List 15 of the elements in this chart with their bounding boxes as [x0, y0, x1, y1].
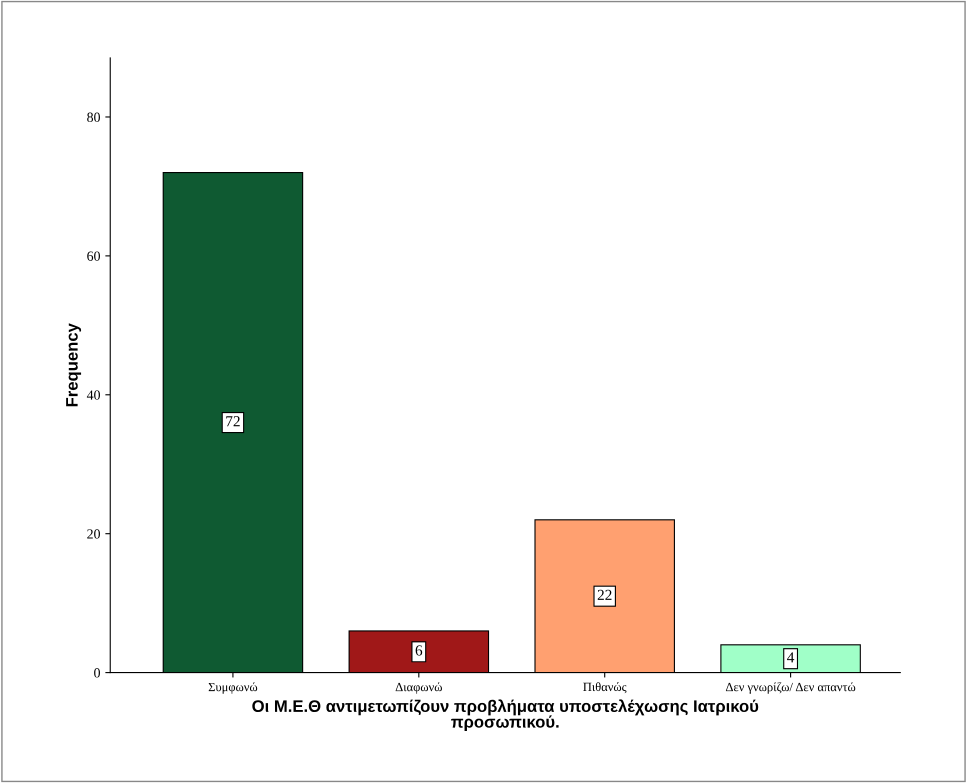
y-tick-label: 60	[87, 251, 100, 261]
data-label: 72	[226, 416, 240, 426]
x-tick-label: Διαφωνώ	[396, 682, 442, 694]
y-tick-label: 80	[87, 112, 100, 122]
y-tick-label: 0	[94, 668, 100, 678]
data-label: 4	[787, 652, 794, 662]
data-label: 22	[598, 590, 612, 600]
x-tick-label: Συμφωνώ	[208, 682, 258, 694]
x-tick-label: Δεν γνωρίζω/ Δεν απαντώ	[726, 682, 856, 694]
x-axis-title: Οι Μ.Ε.Θ αντιμετωπίζουν προβλήματα υποστελέχωσης Ιατρικού προσωπικού.	[252, 699, 758, 732]
y-axis-title: Frequency	[66, 323, 82, 406]
data-label: 6	[416, 645, 422, 656]
y-tick-label: 20	[87, 529, 100, 539]
x-tick-label: Πιθανώς	[583, 682, 626, 694]
y-tick-label: 40	[86, 390, 100, 400]
